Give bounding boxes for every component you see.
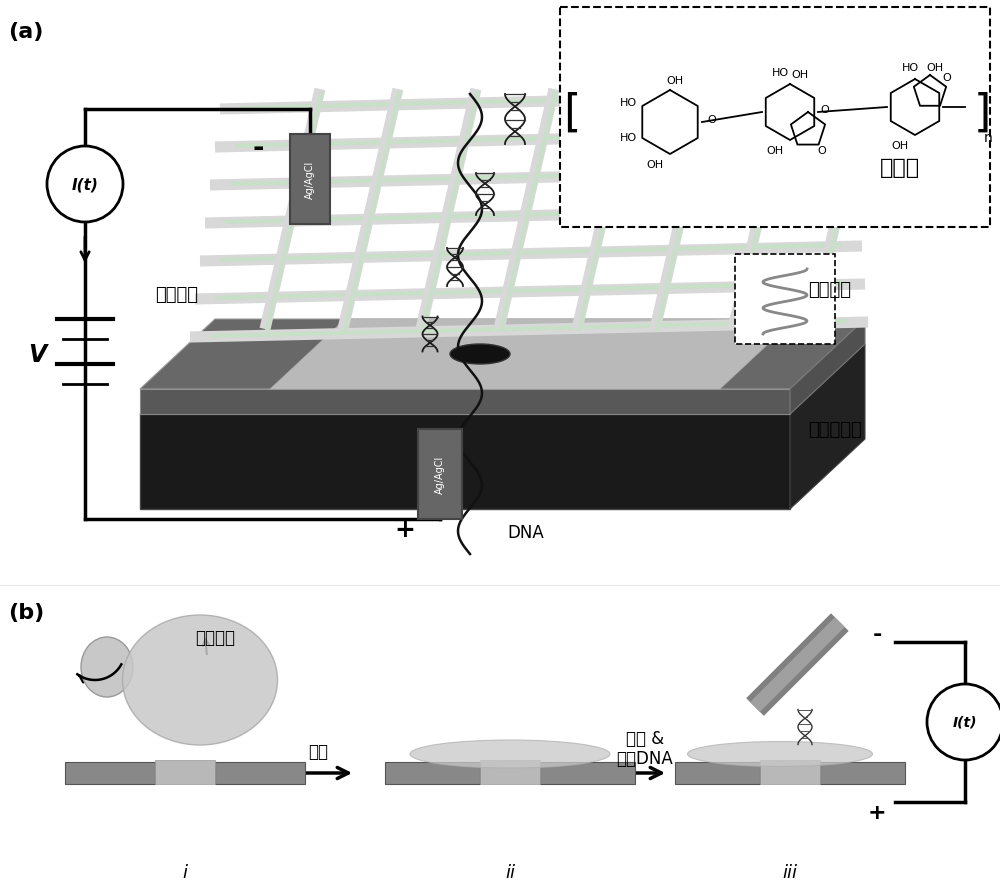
Text: iii: iii	[782, 863, 798, 881]
Text: i: i	[182, 863, 188, 881]
Text: OH: OH	[766, 146, 784, 156]
Text: Ag/AgCl: Ag/AgCl	[435, 455, 445, 493]
Bar	[65, 763, 155, 784]
Text: (b): (b)	[8, 603, 44, 622]
Text: 凝胶溶液: 凝胶溶液	[195, 628, 235, 646]
Text: HO: HO	[619, 97, 637, 108]
Text: HO: HO	[619, 133, 637, 143]
Circle shape	[47, 147, 123, 223]
Text: DNA: DNA	[507, 523, 544, 542]
Circle shape	[927, 684, 1000, 760]
Text: +: +	[868, 802, 886, 822]
Polygon shape	[140, 415, 790, 510]
Text: 冷却 &: 冷却 &	[626, 730, 664, 747]
Text: OH: OH	[926, 63, 944, 73]
Ellipse shape	[688, 742, 872, 767]
Text: HO: HO	[901, 63, 919, 73]
Text: O: O	[818, 146, 826, 156]
Text: OH: OH	[791, 70, 809, 80]
Ellipse shape	[122, 615, 278, 746]
Bar	[540, 763, 635, 784]
Text: 凝胶纤维: 凝胶纤维	[808, 281, 851, 299]
Polygon shape	[790, 344, 865, 510]
Bar	[735, 255, 835, 344]
Bar	[385, 763, 480, 784]
Bar	[560, 8, 990, 228]
Polygon shape	[140, 320, 865, 390]
Bar	[215, 763, 305, 784]
Text: n: n	[984, 131, 992, 145]
Text: OH: OH	[646, 160, 664, 170]
Ellipse shape	[81, 637, 133, 697]
Text: I(t): I(t)	[953, 715, 977, 730]
Polygon shape	[140, 390, 790, 415]
Text: OH: OH	[891, 141, 909, 151]
Text: 注入DNA: 注入DNA	[617, 749, 673, 767]
Bar	[760, 760, 820, 784]
Text: ]: ]	[973, 91, 991, 134]
Text: I(t): I(t)	[72, 177, 98, 192]
Text: O: O	[821, 105, 829, 114]
Bar	[480, 760, 540, 784]
Text: [: [	[563, 91, 581, 134]
Text: 琼脂糖: 琼脂糖	[880, 158, 920, 178]
Bar	[155, 760, 215, 784]
Bar	[675, 763, 760, 784]
Text: +: +	[395, 518, 415, 542]
Polygon shape	[270, 320, 795, 390]
Text: -: -	[872, 624, 882, 645]
Text: O: O	[943, 73, 951, 83]
Bar	[290, 135, 330, 224]
Bar	[418, 429, 462, 519]
Text: OH: OH	[666, 76, 684, 86]
Text: O: O	[708, 114, 716, 125]
Text: (a): (a)	[8, 22, 43, 42]
Text: 旋涂: 旋涂	[308, 742, 328, 760]
Ellipse shape	[410, 740, 610, 768]
Text: V: V	[28, 342, 46, 367]
Polygon shape	[140, 344, 865, 415]
Text: 氮化硅薄膜: 氮化硅薄膜	[808, 420, 862, 439]
Polygon shape	[790, 320, 865, 415]
Text: -: -	[252, 134, 264, 162]
Bar	[820, 763, 905, 784]
Text: HO: HO	[771, 68, 789, 78]
Text: Ag/AgCl: Ag/AgCl	[305, 161, 315, 198]
Text: ii: ii	[505, 863, 515, 881]
Text: 凝胶网格: 凝胶网格	[155, 286, 198, 304]
Ellipse shape	[450, 344, 510, 365]
